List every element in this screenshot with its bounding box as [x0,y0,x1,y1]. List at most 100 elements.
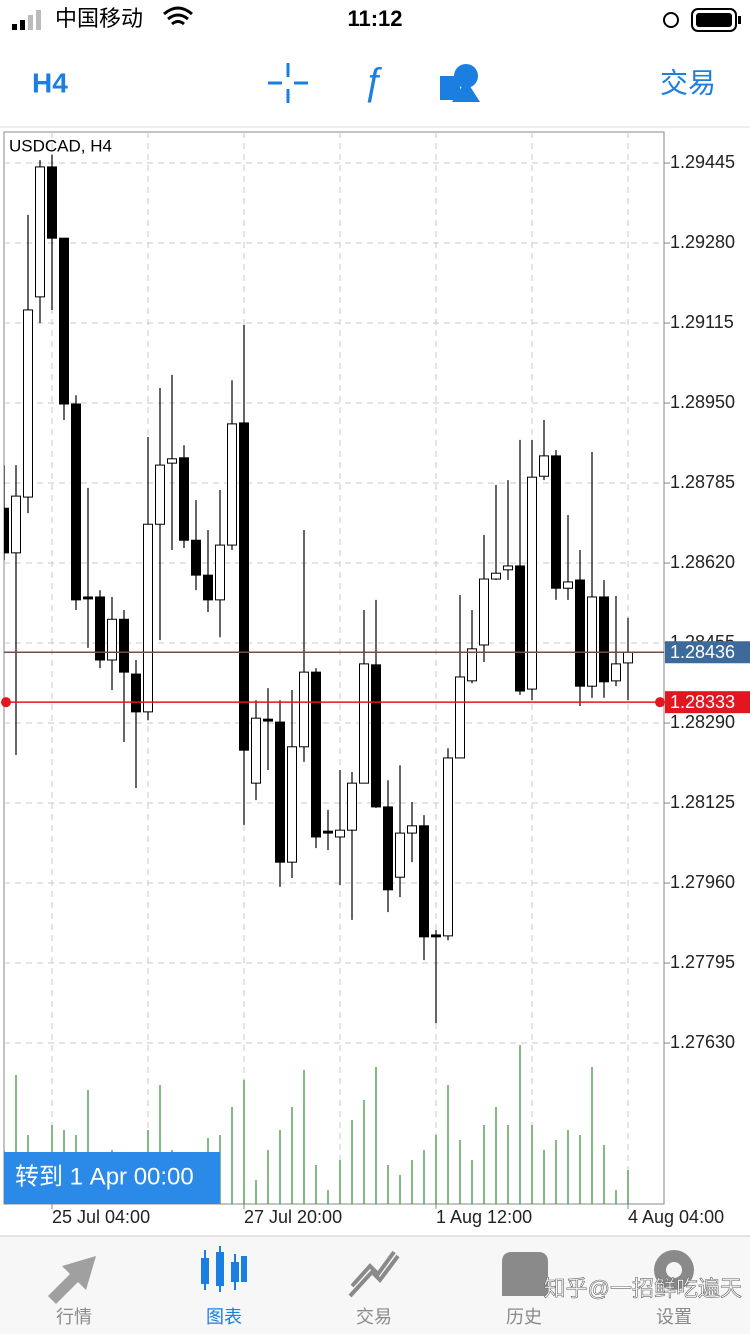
price-label-box [665,641,750,664]
candle-body [11,495,21,554]
candle-body [71,403,81,601]
trade-button[interactable]: 交易 [660,67,716,98]
candle-body [539,455,549,477]
x-tick-label: 4 Aug 04:00 [628,1207,724,1227]
y-tick-label: 1.28125 [670,792,735,812]
candle-body [191,539,201,576]
crosshair-button[interactable] [268,63,308,103]
y-tick-label: 1.29280 [670,232,735,252]
candle-body [371,664,381,808]
candle-body [35,166,45,298]
y-tick-label: 1.27795 [670,952,735,972]
candle-body [347,782,357,831]
price-axis: 1.29445 1.29280 1.29115 1.28950 1.28785 1.286… [1,152,750,1227]
goto-label: 转到 1 Apr 00:00 [15,1163,194,1190]
candle-body [419,825,429,938]
candle-body [299,671,309,748]
objects-button[interactable] [440,64,480,102]
candle-body [515,565,525,692]
tab-history[interactable]: 历史 [506,1307,542,1327]
candle-body [323,830,333,834]
toolbar: H4 ƒ 交易 [0,61,750,128]
candle-body [527,476,537,690]
tab-settings[interactable]: 设置 [656,1307,692,1327]
price-dot [1,697,11,708]
y-tick-label: 1.28620 [670,552,735,572]
candle-body [503,565,513,571]
candle-body [383,806,393,891]
candle-body [623,651,633,664]
candle-body [215,544,225,601]
grid [4,132,664,1204]
candle-body [611,663,621,682]
y-tick-label: 1.28950 [670,392,735,412]
chart-title: USDCAD, H4 [9,136,112,155]
candle-body [203,574,213,601]
candle-body [455,676,465,759]
candle-body [167,458,177,464]
candle-body [467,648,477,682]
candle-body [95,596,105,661]
candle-body [287,746,297,863]
candle-body [395,832,405,878]
price-dot [655,697,665,708]
candle-body [563,581,573,589]
candle-body [311,671,321,838]
y-tick-label: 1.28785 [670,472,735,492]
candle-body [23,309,33,498]
candle-body [59,237,69,405]
candle-body [4,507,9,554]
candle-body [587,596,597,687]
candle-body [359,663,369,784]
candle-body [47,166,57,239]
candle-body [599,596,609,683]
x-tick-label: 25 Jul 04:00 [52,1207,150,1227]
tab-trade[interactable]: 交易 [356,1307,392,1327]
candle-body [251,717,261,784]
x-tick-label: 1 Aug 12:00 [436,1207,532,1227]
candle-layer [4,154,633,1024]
carrier: 中国移动 [55,6,143,31]
x-tick-label: 27 Jul 20:00 [244,1207,342,1227]
candle-body [335,829,345,838]
candle-body [575,579,585,687]
y-tick-label: 1.29115 [670,312,734,332]
candle-body [263,718,273,722]
y-tick-label: 1.27960 [670,872,735,892]
candle-body [107,618,117,661]
candle-body [239,422,249,751]
candle-body [227,423,237,546]
candle-body [479,578,489,646]
timeframe-button[interactable]: H4 [32,67,68,98]
tab-quotes[interactable]: 行情 [56,1307,92,1327]
candle-body [179,457,189,541]
y-tick-label: 1.28290 [670,712,735,732]
candle-body [83,596,93,600]
indicator-button[interactable]: ƒ [362,61,383,104]
goto-button[interactable]: 转到 1 Apr 00:00 [4,1152,220,1204]
candle-body [551,455,561,589]
tab-charts[interactable]: 图表 [206,1307,242,1327]
candle-body [431,934,441,938]
clock: 11:12 [347,6,402,31]
candle-body [119,618,129,673]
tab-bar: 行情 图表 交易 历史 设置 知乎@一招鲜吃遍天 [0,1235,750,1334]
price-label: 1.28333 [670,692,735,712]
plot-frame [3,131,665,1205]
y-tick-label: 1.27630 [670,1032,735,1052]
candle-body [443,757,453,937]
candle-body [131,673,141,713]
candle-body [155,464,165,525]
chart: 1.29445 1.29280 1.29115 1.28950 1.28785 1.286… [1,131,750,1227]
candle-body [491,572,501,580]
candle-body [407,825,417,834]
watermark: 知乎@一招鲜吃遍天 [544,1276,742,1301]
status-bar: 中国移动 11:12 [12,6,741,32]
price-label: 1.28436 [670,642,735,662]
candle-body [275,721,285,863]
candle-body [143,523,153,713]
y-tick-label: 1.29445 [670,152,735,172]
price-label-box [665,691,750,714]
